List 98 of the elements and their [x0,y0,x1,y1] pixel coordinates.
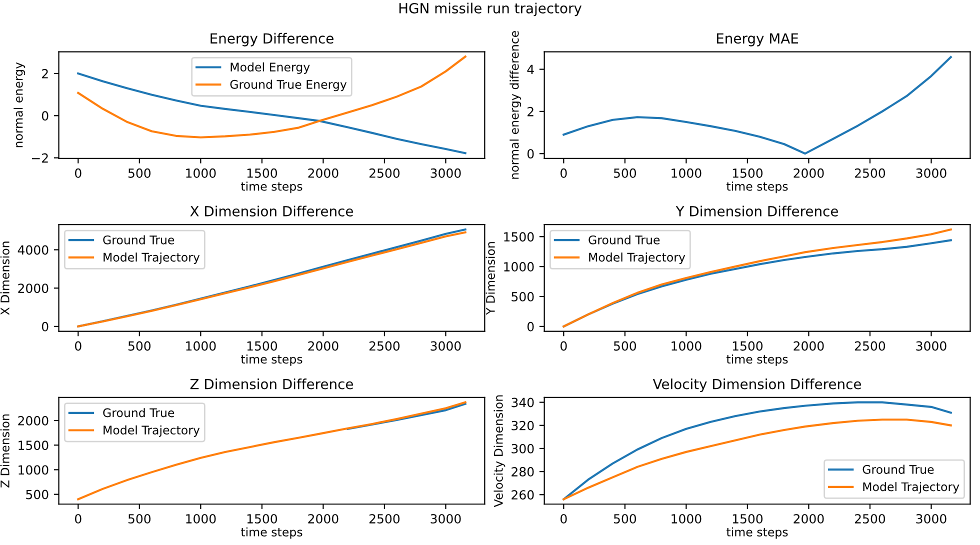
y-axis-title: Y Dimension [486,242,495,315]
x-axis-title: time steps [726,182,788,194]
legend-label: Model Trajectory [589,252,686,264]
legend-label: Ground True [862,464,934,474]
y-tick-label: 2 [528,106,534,116]
x-tick-label: 1000 [672,341,702,351]
x-tick-label: 3000 [430,168,461,178]
legend-label: Model Energy [230,62,310,74]
line-series [346,402,466,430]
legend-label: Model Trajectory [104,425,200,437]
y-tick-label: 4000 [18,245,48,255]
chart-title: X Dimension Difference [190,206,353,216]
line-series [562,56,952,155]
y-tick-label: 500 [512,292,534,302]
x-tick-label: 0 [75,341,82,351]
y-tick-label: 1500 [18,440,48,450]
y-tick-label: 300 [512,444,534,454]
legend-label: Ground True [103,408,174,418]
x-tick-label: 1500 [732,341,763,351]
y-tick-label: 320 [512,420,534,430]
x-tick-label: 1500 [732,168,763,178]
y-tick-label: 1500 [504,232,534,242]
x-tick-label: 2000 [308,514,338,524]
x-tick-label: 2500 [854,168,886,178]
y-axis-title: X Dimension [0,242,10,315]
chart-title: Z Dimension Difference [190,378,353,390]
y-tick-label: 2000 [18,416,48,426]
y-axis-title: normal energy difference [510,31,522,179]
x-tick-label: 3000 [916,514,946,524]
x-tick-label: 2500 [369,168,400,178]
x-tick-label: 2000 [794,341,824,351]
y-axis-title: Velocity Dimension [494,395,506,508]
legend-label: Ground True [103,235,174,244]
chart-title: Energy MAE [716,33,798,46]
x-tick-label: 2500 [854,341,886,351]
line-series [77,72,466,154]
y-tick-label: 2 [42,68,48,78]
x-tick-label: 2500 [369,514,400,524]
x-tick-label: 1500 [247,514,278,524]
x-tick-label: 0 [75,514,82,524]
x-tick-label: 3000 [916,168,946,178]
text: HGN missile run trajectory [399,2,582,16]
y-tick-label: 2000 [18,284,48,294]
y-tick-label: 0 [42,322,48,332]
y-axis-title: Z Dimension [0,414,10,488]
x-tick-label: 500 [614,168,636,178]
x-tick-label: 1500 [732,514,763,524]
x-tick-label: 1000 [186,514,216,524]
y-tick-label: 280 [512,467,534,476]
x-axis-title: time steps [241,182,302,194]
x-tick-label: 500 [128,341,151,351]
x-tick-label: 500 [128,168,151,178]
legend-label: Model Trajectory [104,252,200,264]
x-tick-label: 1000 [672,168,702,178]
x-tick-label: 0 [560,514,567,524]
y-tick-label: −2 [32,153,48,163]
x-axis-title: time steps [241,527,302,539]
x-tick-label: 500 [614,341,636,351]
legend-label: Ground True [588,235,660,244]
x-tick-label: 0 [560,341,567,351]
y-tick-label: 500 [26,490,48,500]
legend-label: Model Trajectory [863,482,960,494]
x-tick-label: 0 [75,168,82,178]
y-tick-label: 4 [527,64,534,74]
line-series [77,401,466,500]
y-tick-label: 0 [42,111,48,121]
x-tick-label: 2000 [308,341,338,351]
chart-title: Velocity Dimension Difference [652,378,861,392]
x-tick-label: 0 [560,168,567,178]
x-tick-label: 1000 [186,168,216,178]
x-tick-label: 2000 [794,514,824,524]
chart-title: Y Dimension Difference [676,206,838,216]
x-axis-title: time steps [241,354,302,366]
line-series [77,56,466,138]
x-tick-label: 500 [128,514,151,524]
x-tick-label: 1500 [247,341,278,351]
x-tick-label: 2500 [369,341,400,351]
x-tick-label: 500 [614,514,636,524]
y-tick-label: 0 [527,322,534,332]
x-tick-label: 1000 [672,514,702,524]
x-tick-label: 3000 [430,514,461,524]
y-tick-label: 340 [512,398,534,408]
y-tick-label: 1000 [18,465,48,475]
chart-title: Energy Difference [210,32,334,46]
y-axis-title: normal energy [14,62,26,148]
x-axis-title: time steps [726,527,788,539]
x-tick-label: 2000 [794,168,824,178]
y-tick-label: 260 [512,490,534,500]
x-tick-label: 2000 [308,168,338,178]
x-tick-label: 3000 [916,341,946,351]
x-tick-label: 2500 [854,514,886,524]
x-tick-label: 1000 [186,341,216,351]
x-tick-label: 1500 [247,168,278,178]
y-tick-label: 1000 [504,262,534,272]
x-tick-label: 3000 [430,341,461,351]
x-axis-title: time steps [726,354,788,366]
y-tick-label: 0 [527,149,534,159]
legend-label: Ground True Energy [230,80,347,92]
